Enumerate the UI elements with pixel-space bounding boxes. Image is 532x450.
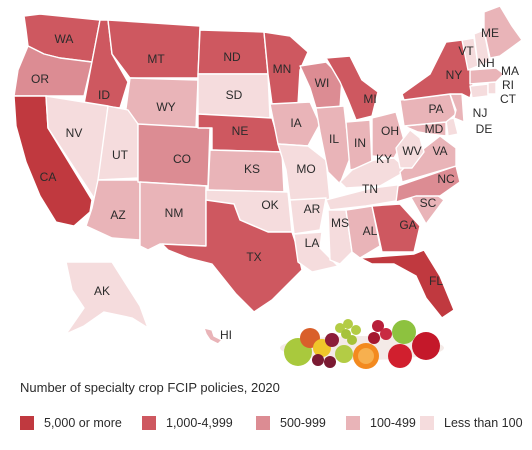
- state-label-pa: PA: [428, 102, 443, 116]
- state-ma: [469, 67, 505, 85]
- legend-swatch: [20, 416, 34, 430]
- state-label-fl: FL: [429, 274, 443, 288]
- state-label-sd: SD: [226, 88, 243, 102]
- legend: 5,000 or more 1,000-4,999 500-999 100-49…: [20, 414, 526, 432]
- state-tx: [161, 199, 303, 313]
- state-label-ky: KY: [376, 152, 392, 166]
- state-de: [445, 117, 459, 137]
- state-label-il: IL: [329, 132, 339, 146]
- legend-swatch: [142, 416, 156, 430]
- state-la: [293, 231, 339, 273]
- state-label-id: ID: [98, 88, 110, 102]
- state-fl: [359, 249, 455, 319]
- state-nm: [139, 181, 207, 251]
- state-label-sc: SC: [420, 196, 437, 210]
- state-label-mo: MO: [296, 162, 315, 176]
- state-label-va: VA: [432, 144, 447, 158]
- state-label-ks: KS: [244, 162, 260, 176]
- state-label-wa: WA: [55, 32, 74, 46]
- state-label-nh: NH: [477, 56, 494, 70]
- state-label-ct: CT: [500, 92, 517, 106]
- state-label-ms: MS: [331, 216, 349, 230]
- legend-label: 500-999: [280, 416, 326, 430]
- state-il: [315, 105, 351, 185]
- legend-label: 1,000-4,999: [166, 416, 233, 430]
- legend-swatch: [346, 416, 360, 430]
- state-ms: [327, 209, 353, 265]
- state-label-ak: AK: [94, 284, 110, 298]
- state-wv: [395, 129, 425, 169]
- legend-item: 500-999: [256, 414, 326, 432]
- fruit-icon: [280, 319, 444, 369]
- state-ri: [487, 81, 497, 95]
- state-label-mn: MN: [273, 62, 292, 76]
- legend-label: 100-499: [370, 416, 416, 430]
- legend-item: 5,000 or more: [20, 414, 122, 432]
- state-label-de: DE: [476, 122, 493, 136]
- state-label-hi: HI: [220, 328, 232, 342]
- state-label-tn: TN: [362, 182, 378, 196]
- state-label-ca: CA: [40, 170, 57, 184]
- state-label-ut: UT: [112, 148, 129, 162]
- legend-label: 5,000 or more: [44, 416, 122, 430]
- state-label-nc: NC: [437, 172, 455, 186]
- state-label-nm: NM: [165, 206, 184, 220]
- state-ga: [371, 203, 421, 253]
- state-label-or: OR: [31, 72, 49, 86]
- state-label-mt: MT: [147, 52, 165, 66]
- legend-title: Number of specialty crop FCIP policies, …: [20, 380, 280, 395]
- state-label-ri: RI: [502, 78, 514, 92]
- state-label-ok: OK: [261, 198, 278, 212]
- state-label-ga: GA: [399, 218, 416, 232]
- state-label-ar: AR: [304, 202, 321, 216]
- state-label-wv: WV: [402, 144, 421, 158]
- state-mi: [325, 55, 379, 121]
- legend-swatch: [420, 416, 434, 430]
- legend-item: Less than 100: [420, 414, 523, 432]
- state-ak: [65, 261, 149, 335]
- state-ar: [289, 197, 327, 235]
- state-mn: [263, 31, 309, 105]
- legend-item: 1,000-4,999: [142, 414, 233, 432]
- state-label-al: AL: [363, 224, 378, 238]
- state-label-co: CO: [173, 152, 191, 166]
- state-me: [483, 5, 523, 59]
- state-ia: [269, 101, 321, 147]
- state-label-in: IN: [354, 136, 366, 150]
- state-label-me: ME: [481, 26, 499, 40]
- state-nh: [473, 29, 491, 67]
- state-label-vt: VT: [458, 44, 474, 58]
- state-label-nv: NV: [66, 126, 83, 140]
- legend-item: 100-499: [346, 414, 416, 432]
- state-label-wy: WY: [156, 100, 175, 114]
- legend-swatch: [256, 416, 270, 430]
- state-label-ia: IA: [290, 116, 301, 130]
- state-hi: [203, 327, 223, 345]
- state-label-ma: MA: [501, 64, 519, 78]
- state-label-mi: MI: [363, 92, 376, 106]
- state-label-ny: NY: [446, 68, 463, 82]
- legend-label: Less than 100: [444, 416, 523, 430]
- state-label-nj: NJ: [473, 106, 488, 120]
- state-ct: [469, 83, 489, 99]
- state-al: [345, 205, 381, 259]
- state-label-az: AZ: [110, 208, 125, 222]
- state-label-nd: ND: [223, 50, 241, 64]
- state-label-md: MD: [425, 122, 444, 136]
- state-label-la: LA: [305, 236, 320, 250]
- state-label-ne: NE: [232, 124, 249, 138]
- state-label-wi: WI: [315, 76, 330, 90]
- state-mt: [107, 19, 201, 79]
- state-label-tx: TX: [246, 250, 261, 264]
- state-label-oh: OH: [381, 124, 399, 138]
